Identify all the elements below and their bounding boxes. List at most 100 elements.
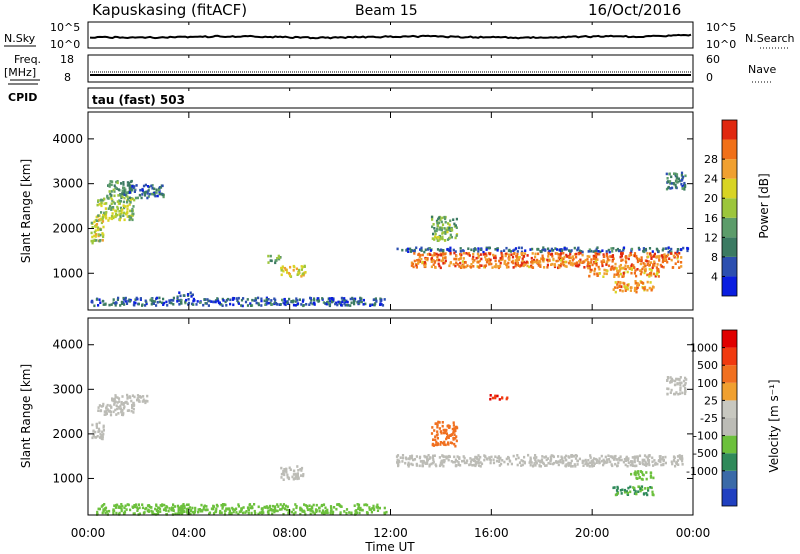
nsky-label: N.Sky bbox=[4, 32, 36, 45]
range-cell bbox=[535, 461, 538, 465]
range-cell bbox=[349, 297, 352, 301]
range-cell bbox=[90, 221, 93, 225]
range-cell bbox=[172, 296, 175, 300]
range-cell bbox=[103, 507, 106, 510]
range-cell bbox=[668, 257, 671, 260]
range-cell bbox=[493, 256, 496, 260]
range-cell bbox=[543, 266, 546, 269]
range-cell bbox=[312, 511, 315, 514]
range-cell bbox=[418, 456, 421, 460]
range-cell bbox=[587, 250, 590, 253]
range-cell bbox=[265, 505, 268, 508]
range-cell bbox=[229, 511, 232, 514]
range-cell bbox=[472, 252, 475, 256]
range-cell bbox=[96, 435, 99, 438]
range-cell bbox=[653, 252, 656, 256]
range-cell bbox=[98, 404, 101, 407]
range-cell bbox=[429, 249, 432, 252]
range-cell bbox=[616, 286, 619, 289]
range-cell bbox=[663, 253, 666, 256]
range-cell bbox=[438, 228, 441, 231]
beam-title: Beam 15 bbox=[355, 3, 418, 19]
range-cell bbox=[303, 503, 306, 506]
range-cell bbox=[546, 263, 549, 267]
range-cell bbox=[454, 458, 457, 462]
range-cell bbox=[304, 513, 307, 516]
range-cell bbox=[602, 458, 605, 462]
range-cell bbox=[441, 223, 445, 226]
range-cell bbox=[485, 246, 488, 250]
range-cell bbox=[565, 463, 568, 466]
range-cell bbox=[318, 506, 321, 510]
range-cell bbox=[423, 250, 426, 254]
range-cell bbox=[351, 297, 354, 301]
range-cell bbox=[122, 204, 125, 207]
range-cell bbox=[116, 205, 119, 209]
range-cell bbox=[371, 303, 374, 307]
range-cell bbox=[635, 274, 638, 278]
range-cell bbox=[102, 303, 105, 306]
range-cell bbox=[99, 239, 102, 242]
range-cell bbox=[379, 302, 382, 305]
range-cell bbox=[253, 503, 256, 506]
range-cell bbox=[637, 473, 640, 476]
range-cell bbox=[637, 470, 640, 473]
range-cell bbox=[455, 261, 458, 265]
range-cell bbox=[440, 253, 443, 256]
range-cell bbox=[242, 506, 245, 509]
range-cell bbox=[190, 509, 193, 512]
range-cell bbox=[432, 223, 435, 226]
range-cell bbox=[97, 199, 100, 202]
range-cell bbox=[109, 195, 112, 199]
range-cell bbox=[182, 503, 185, 506]
range-cell bbox=[521, 463, 524, 467]
range-cell bbox=[332, 510, 335, 514]
range-cell bbox=[103, 410, 106, 413]
range-cell bbox=[537, 252, 540, 256]
range-cell bbox=[210, 300, 213, 303]
range-cell bbox=[309, 296, 312, 300]
range-cell bbox=[589, 461, 592, 465]
range-cell bbox=[641, 478, 644, 481]
range-cell bbox=[345, 508, 349, 511]
range-cell bbox=[586, 463, 589, 467]
range-cell bbox=[261, 509, 264, 512]
range-cell bbox=[442, 252, 445, 255]
range-cell bbox=[633, 289, 636, 293]
range-cell bbox=[96, 219, 99, 222]
range-cell bbox=[417, 260, 420, 264]
range-cell bbox=[372, 506, 375, 510]
range-cell bbox=[123, 193, 126, 196]
range-cell bbox=[254, 512, 257, 515]
range-cell bbox=[571, 454, 574, 457]
range-cell bbox=[122, 181, 125, 184]
range-cell bbox=[95, 422, 98, 426]
range-cell bbox=[489, 461, 492, 465]
range-cell bbox=[469, 463, 472, 466]
range-cell bbox=[170, 506, 174, 510]
range-cell bbox=[433, 454, 436, 457]
range-cell bbox=[439, 463, 442, 467]
range-cell bbox=[648, 247, 652, 250]
range-cell bbox=[160, 504, 164, 508]
range-cell bbox=[454, 264, 457, 268]
range-cell bbox=[541, 258, 545, 262]
range-cell bbox=[594, 260, 597, 263]
range-cell bbox=[480, 257, 483, 261]
range-cell bbox=[680, 174, 683, 177]
range-cell bbox=[155, 191, 158, 194]
range-cell bbox=[484, 255, 487, 259]
x-tick-label: 08:00 bbox=[272, 526, 307, 540]
range-cell bbox=[286, 505, 289, 508]
range-cell bbox=[623, 490, 627, 494]
range-cell bbox=[123, 303, 126, 306]
range-cell bbox=[557, 266, 560, 270]
range-cell bbox=[431, 254, 434, 257]
colorbar-swatch bbox=[722, 198, 737, 218]
range-cell bbox=[99, 301, 102, 304]
range-cell bbox=[638, 485, 641, 489]
range-cell bbox=[467, 247, 470, 250]
range-cell bbox=[516, 454, 519, 457]
range-cell bbox=[183, 506, 186, 510]
range-cell bbox=[221, 304, 224, 307]
